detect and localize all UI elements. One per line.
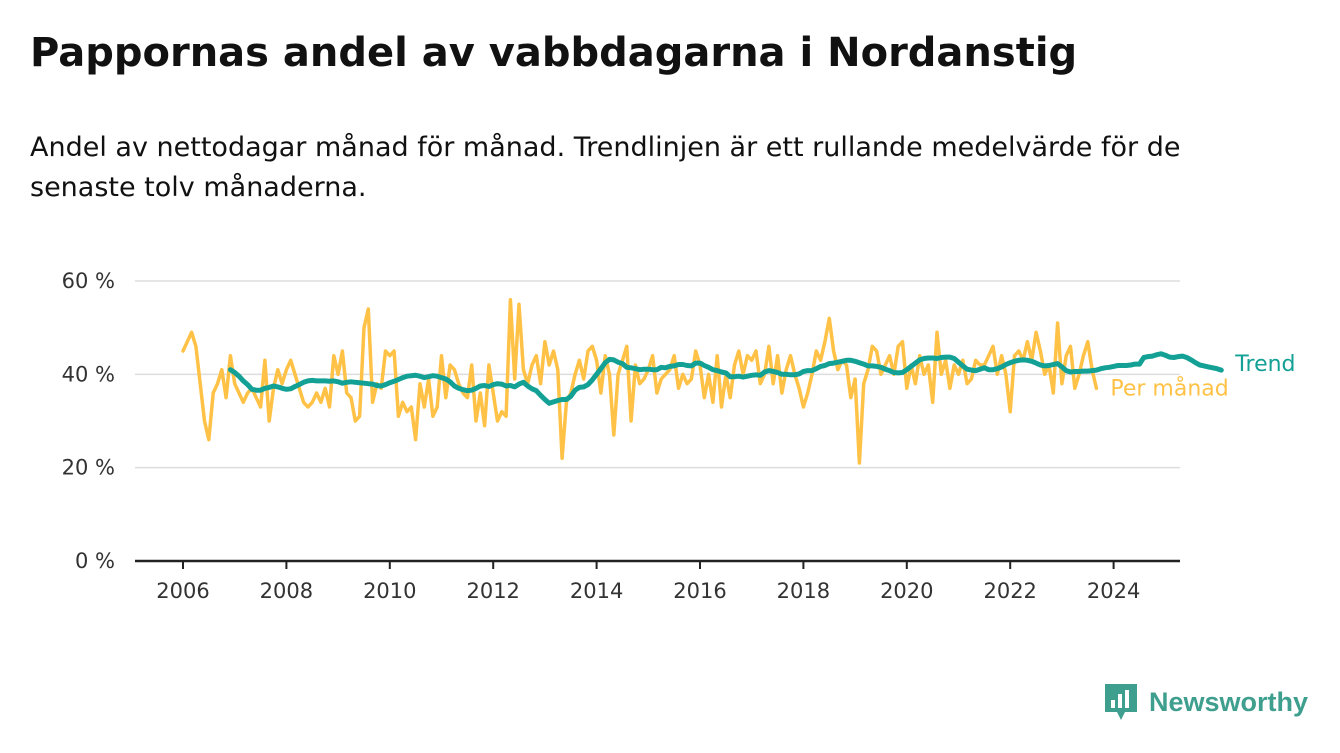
brand-name: Newsworthy — [1148, 686, 1308, 717]
x-tick-label: 2014 — [570, 579, 623, 603]
x-tick-label: 2018 — [777, 579, 830, 603]
y-tick-label: 60 % — [62, 269, 115, 293]
x-tick-label: 2008 — [260, 579, 313, 603]
series-label-per-manad: Per månad — [1110, 375, 1228, 401]
series-line-trend — [227, 351, 1224, 406]
chart-subtitle: Andel av nettodagar månad för månad. Tre… — [30, 132, 1181, 203]
series-line-per-manad — [181, 297, 1099, 465]
x-tick-label: 2016 — [673, 579, 726, 603]
x-tick-label: 2020 — [880, 579, 933, 603]
x-tick-label: 2024 — [1087, 579, 1140, 603]
brand-logo: Newsworthy — [1103, 682, 1308, 722]
y-tick-label: 40 % — [62, 362, 115, 386]
x-tick-label: 2006 — [156, 579, 209, 603]
series-label-trend: Trend — [1234, 352, 1295, 377]
x-tick-label: 2010 — [363, 579, 416, 603]
chart-title: Pappornas andel av vabbdagarna i Nordans… — [30, 30, 1078, 76]
x-tick-label: 2012 — [466, 579, 519, 603]
x-tick-label: 2022 — [983, 579, 1036, 603]
newsworthy-logo-icon — [1104, 684, 1137, 720]
y-tick-label: 20 % — [62, 456, 115, 480]
y-tick-label: 0 % — [75, 549, 115, 573]
